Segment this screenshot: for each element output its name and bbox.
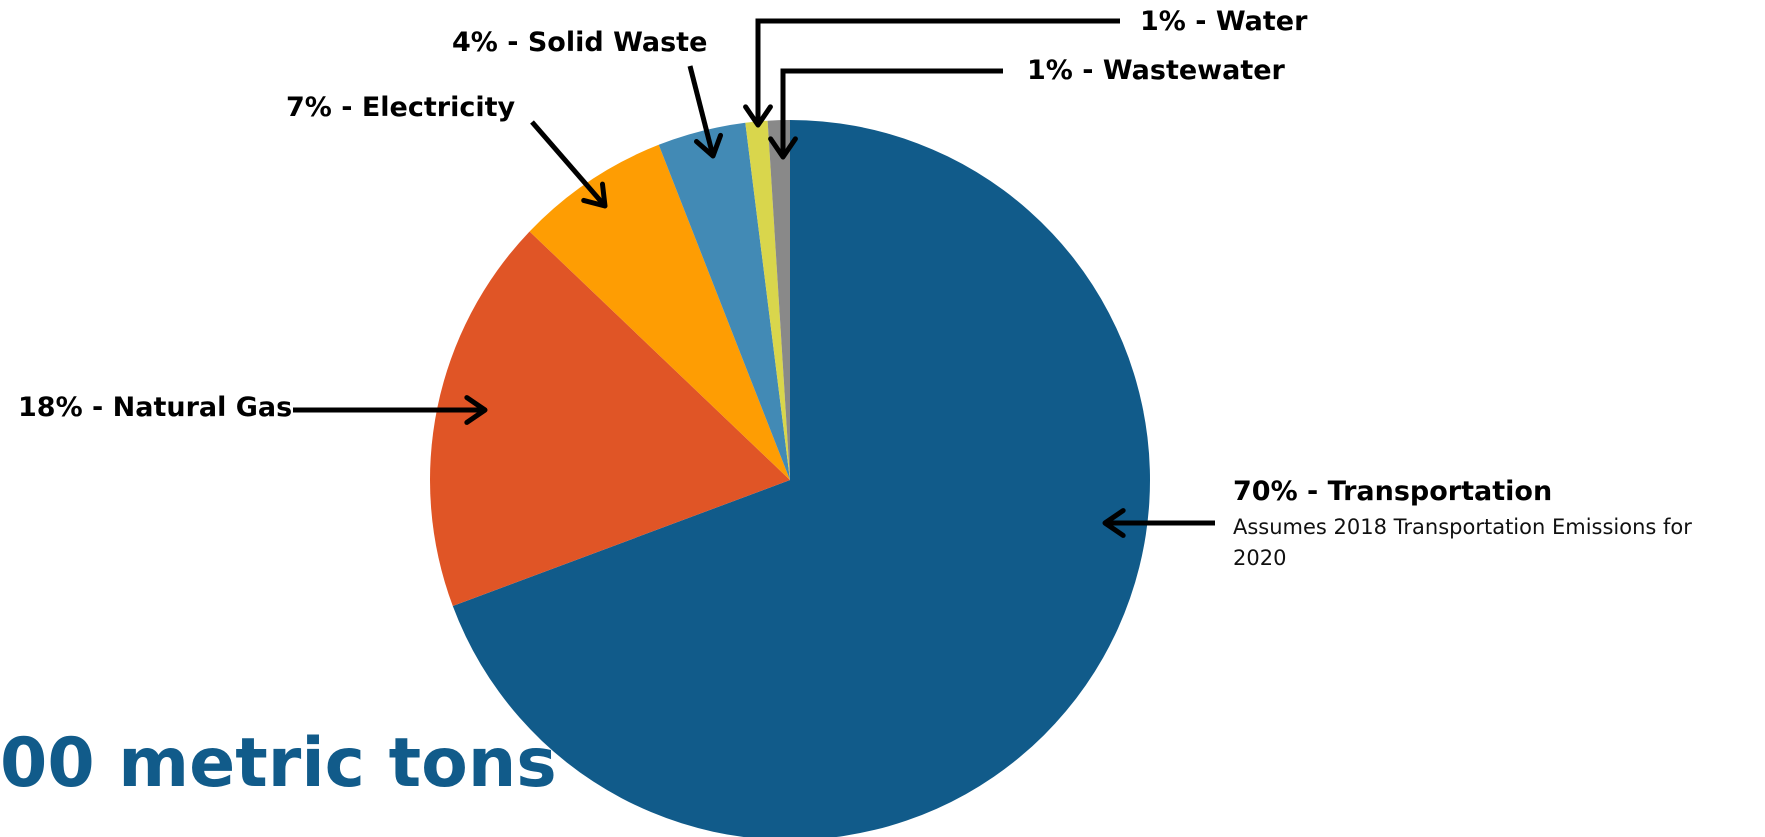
arrow-natural-gas [293,395,488,425]
arrow-wastewater [768,68,1003,160]
slice-water [745,120,790,481]
total-emissions-label: 00 metric tons [0,724,557,803]
arrow-electricity [530,120,608,209]
label-wastewater: 1% - Wastewater [1027,55,1285,86]
label-water: 1% - Water [1140,6,1308,37]
label-electricity: 7% - Electricity [286,92,516,123]
arrow-solid-waste [687,65,724,159]
label-transportation: 70% - Transportation [1233,476,1553,507]
slice-wastewater [767,120,790,480]
slice-natural-gas [429,231,790,607]
leader-arrows [293,18,1215,538]
slice-transportation [452,120,1150,837]
label-solid-waste: 4% - Solid Waste [452,27,708,58]
pie-slices [429,120,1150,837]
slice-solid-waste [658,122,790,481]
arrow-water [743,18,1120,128]
slice-electricity [529,144,790,480]
label-natural-gas: 18% - Natural Gas [18,392,293,423]
arrow-transportation [1102,508,1215,538]
transportation-note: Assumes 2018 Transportation Emissions fo… [1233,515,1692,570]
